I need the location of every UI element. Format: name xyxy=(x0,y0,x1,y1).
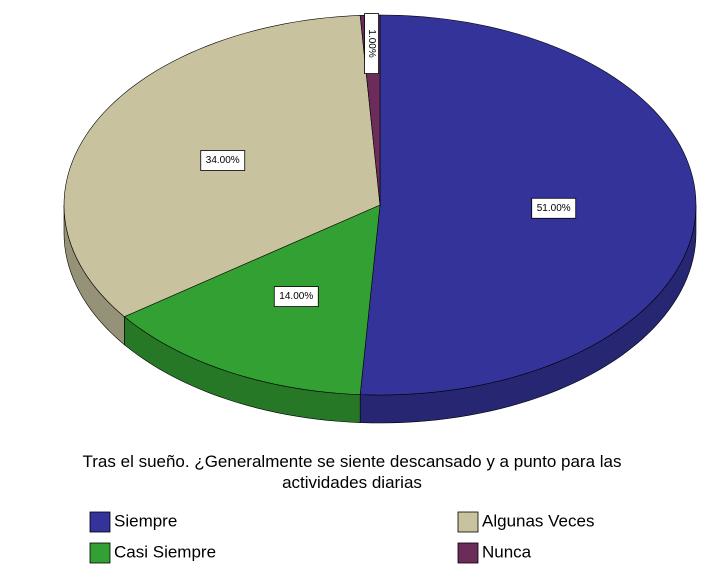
slice xyxy=(359,14,697,396)
legend-label: Algunas Veces xyxy=(482,511,594,530)
legend-label: Casi Siempre xyxy=(114,542,216,561)
legend-label: Nunca xyxy=(482,542,532,561)
chart-title: Tras el sueño. ¿Generalmente se siente d… xyxy=(83,452,622,492)
legend-swatch xyxy=(457,542,479,564)
value-label: 51.00% xyxy=(537,203,571,214)
value-label-box xyxy=(364,13,379,74)
value-label-box xyxy=(200,150,246,171)
value-label: 34.00% xyxy=(206,155,240,166)
legend-swatch xyxy=(89,542,111,564)
slice xyxy=(123,204,381,395)
legend-label: Siempre xyxy=(114,511,177,530)
value-label-box xyxy=(273,286,319,307)
value-label: 14.00% xyxy=(279,291,313,302)
legend-swatch xyxy=(89,511,111,533)
legend-swatch xyxy=(457,511,479,533)
value-label: 1.00% xyxy=(366,29,377,57)
value-label-box xyxy=(531,197,577,219)
